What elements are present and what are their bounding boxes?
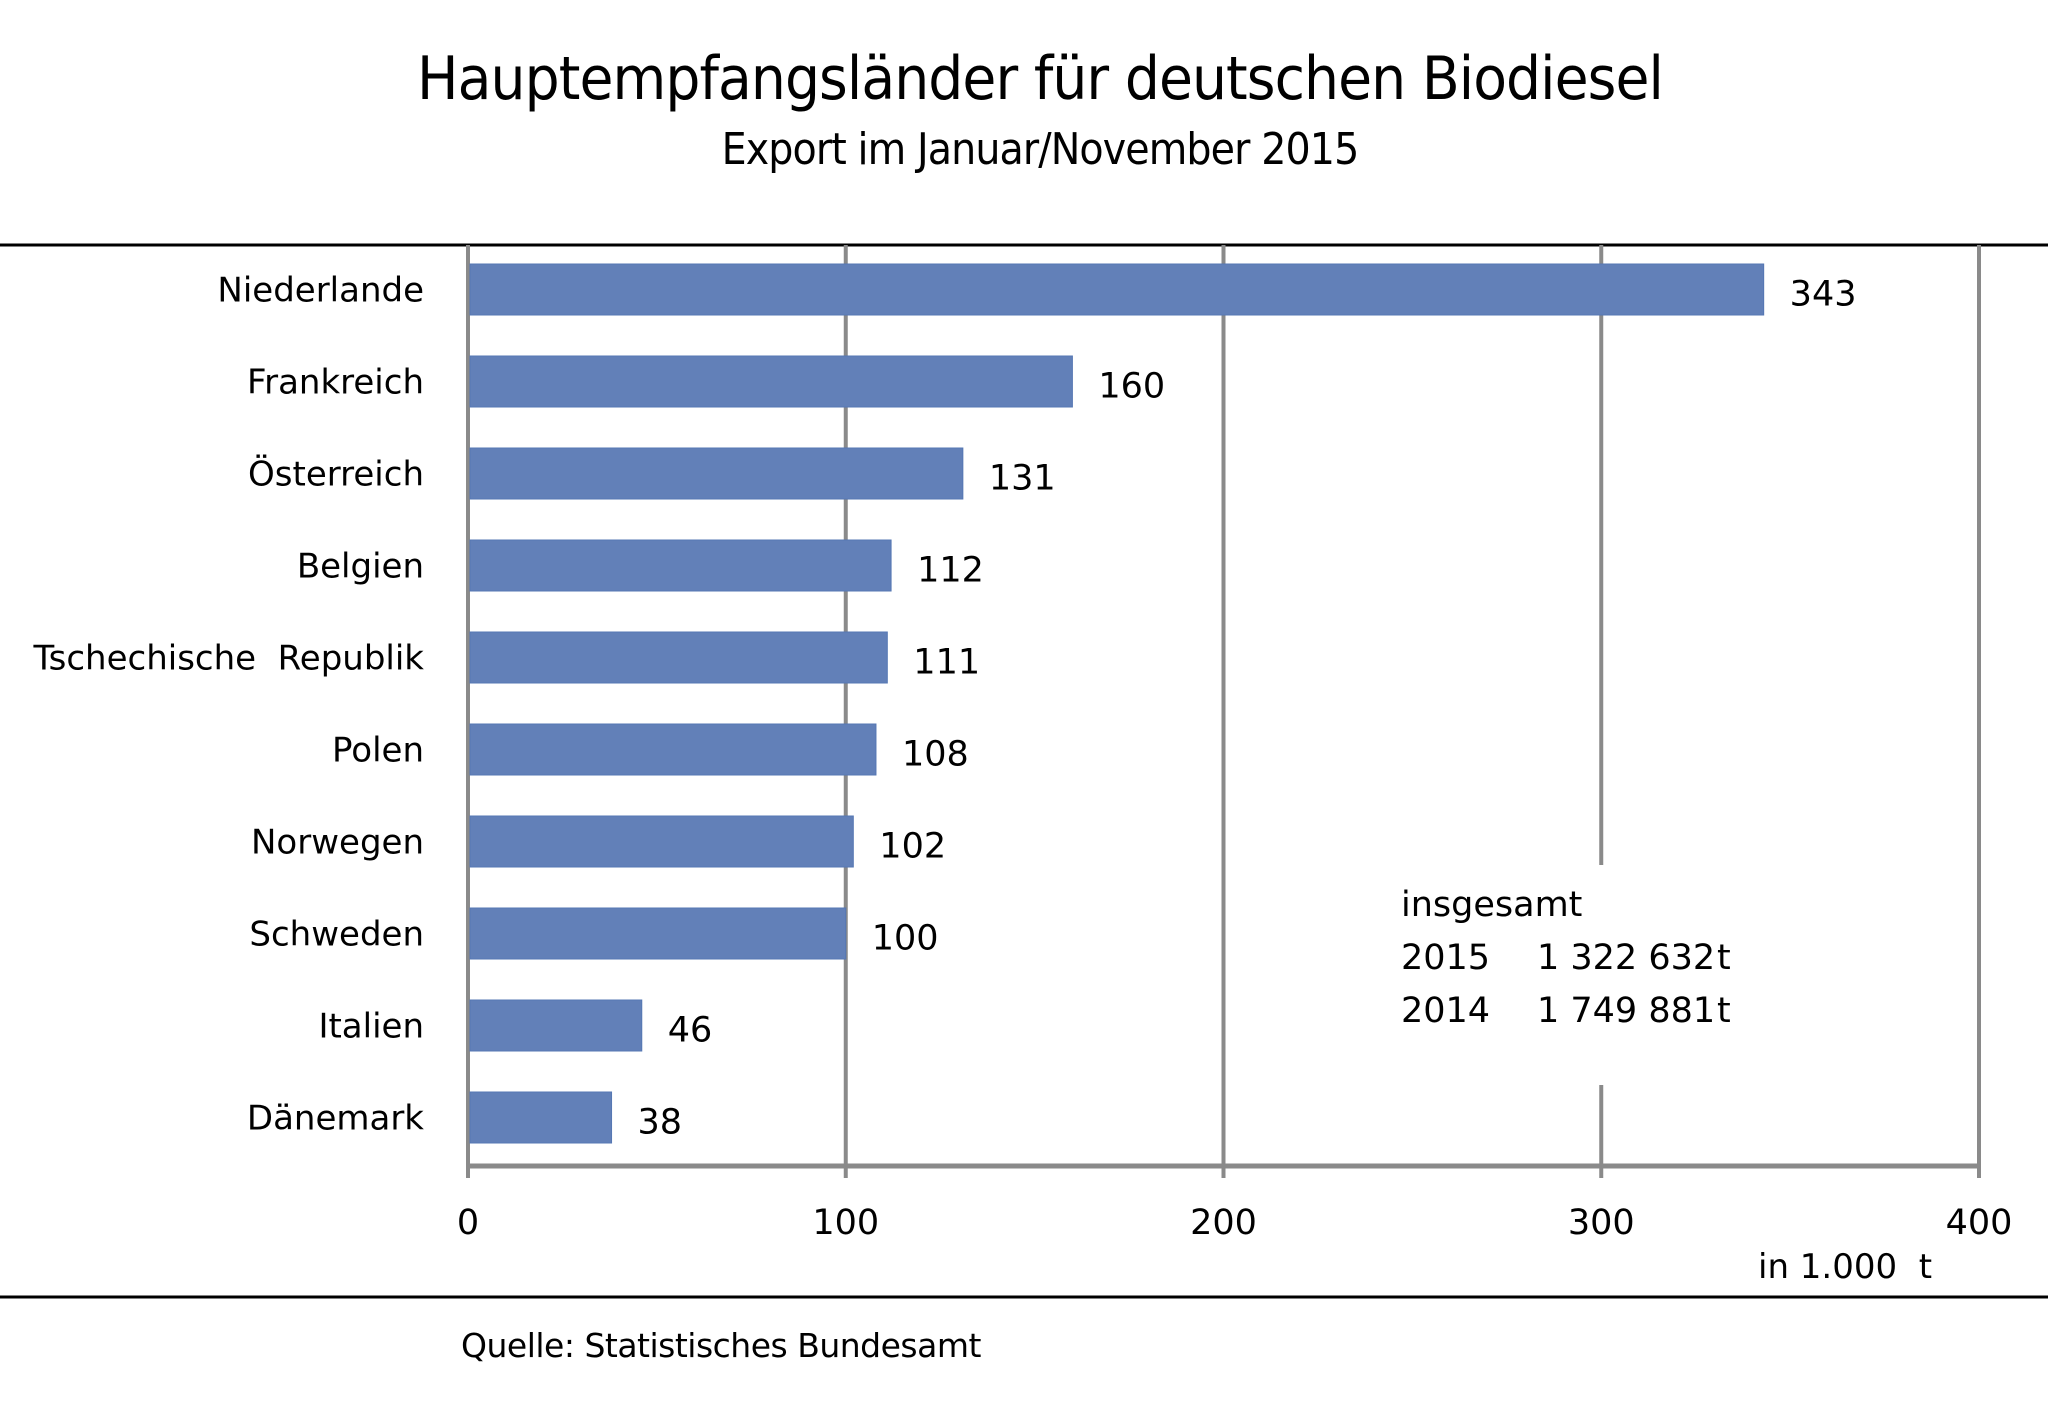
bar-0 [469,263,1765,316]
chart-subtitle: Export im Januar/November 2015 [721,124,1360,175]
value-label: 111 [913,643,980,683]
annotation-unit-2014: t [1717,991,1731,1031]
value-label: 100 [872,919,939,959]
value-label: 131 [989,459,1056,499]
bar-1 [469,355,1073,408]
annotation-year-2015: 2015 [1401,938,1491,978]
source-note: Quelle: Statistisches Bundesamt [461,1326,981,1365]
category-label: Österreich [248,454,424,495]
annotation-heading: insgesamt [1401,885,1583,925]
x-tick-label: 100 [812,1203,879,1243]
bars [469,263,1765,1144]
value-label: 343 [1790,275,1857,315]
category-label: Norwegen [251,823,424,863]
bar-9 [469,1091,613,1144]
value-label: 160 [1098,367,1165,407]
category-label: Tschechische Republik [32,639,424,679]
category-label: Schweden [249,915,424,955]
bar-3 [469,539,892,592]
category-label: Italien [318,1007,424,1047]
bar-6 [469,815,854,868]
annotation-year-2014: 2014 [1401,991,1491,1031]
bar-8 [469,999,643,1052]
category-label: Niederlande [217,271,424,311]
total-annotation: insgesamt 2015 1 322 632 t 2014 1 749 88… [1401,0,1731,1031]
category-label: Frankreich [247,363,424,403]
value-label: 108 [902,735,969,775]
bar-2 [469,447,964,500]
x-tick-label: 300 [1568,1203,1635,1243]
category-label: Belgien [297,547,424,587]
chart-title: Hauptempfangsländer für deutschen Biodie… [417,44,1664,114]
value-label: 38 [638,1103,683,1143]
x-tick-labels: 0 100 200 300 400 [457,1203,2013,1243]
x-tick-label: 400 [1946,1203,2013,1243]
bar-5 [469,723,877,776]
bar-4 [469,631,888,684]
category-label: Dänemark [247,1099,424,1139]
category-label: Polen [332,731,424,771]
value-label: 46 [668,1011,713,1051]
x-tick-label: 200 [1190,1203,1257,1243]
value-label: 112 [917,551,984,591]
bar-7 [469,907,847,960]
value-label: 102 [879,827,946,867]
gridlines [466,245,1981,1178]
x-tick-label: 0 [457,1203,479,1243]
annotation-value-2015: 1 322 632 [1537,938,1716,978]
annotation-value-2014: 1 749 881 [1537,991,1716,1031]
value-labels: 343 160 131 112 111 108 102 100 46 38 [638,275,1857,1143]
category-labels: Niederlande Frankreich Österreich Belgien Ts… [32,271,424,1139]
annotation-unit-2015: t [1717,938,1731,978]
x-axis-unit-label: in 1.000 t [1758,1247,1933,1287]
